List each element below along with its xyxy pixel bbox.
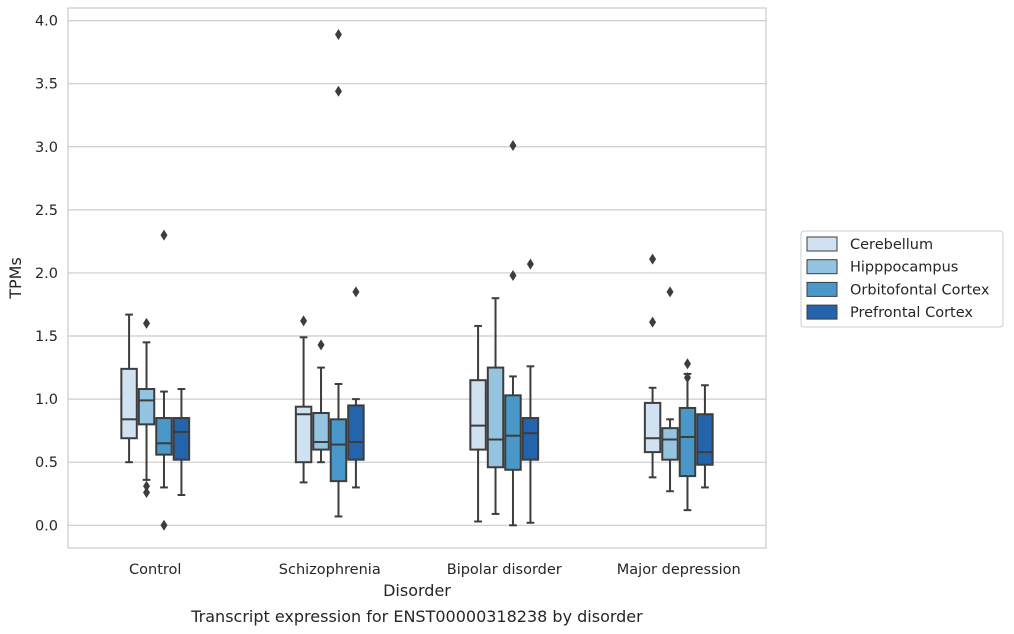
box-body (696, 413, 714, 466)
y-tick-label: 2.5 (35, 203, 58, 219)
legend-label: Cerebellum (850, 237, 933, 253)
y-axis-label: TPMs (6, 257, 25, 300)
box-body (294, 405, 313, 464)
y-tick-label: 0.5 (35, 455, 58, 471)
outlier-point (683, 372, 691, 384)
box (504, 140, 522, 527)
box-body (172, 417, 191, 461)
box (643, 253, 662, 479)
outlier-point (509, 269, 517, 281)
box-body (137, 388, 156, 426)
box (486, 297, 505, 515)
outlier-point (143, 486, 151, 498)
grid-lines (68, 20, 766, 526)
legend-swatch (806, 259, 838, 275)
outlier-point (317, 339, 325, 351)
y-tick-label: 2.0 (35, 266, 58, 282)
box (696, 384, 714, 489)
legend-label: Hipppocampus (850, 260, 958, 276)
box (155, 229, 173, 531)
box (661, 286, 679, 493)
box-body (155, 417, 173, 456)
outlier-point (526, 258, 534, 270)
legend-label: Prefrontal Cortex (850, 305, 973, 321)
outlier-point (143, 480, 151, 492)
plot-area (67, 7, 767, 549)
legend: Cerebellum Hipppocampus Orbitofontal Corte… (800, 230, 1004, 328)
x-tick-label: Schizophrenia (279, 562, 381, 578)
box-body (469, 379, 487, 451)
box-body (312, 412, 330, 451)
outlier-point (649, 253, 657, 265)
y-tick-label: 4.0 (35, 14, 58, 30)
legend-label: Orbitofontal Cortex (850, 282, 990, 298)
outlier-point (334, 28, 342, 40)
box-body (329, 418, 348, 483)
y-tick-labels: 0.0 0.5 1.0 1.5 2.0 2.5 3.0 3.5 4.0 (35, 14, 58, 535)
box-body (643, 401, 662, 454)
box (521, 258, 540, 524)
y-tick-label: 1.5 (35, 329, 58, 345)
legend-swatch (806, 304, 838, 320)
legend-swatch (806, 236, 838, 252)
outlier-point (352, 286, 360, 298)
x-tick-label: Major depression (617, 562, 741, 578)
y-tick-label: 3.5 (35, 77, 58, 93)
y-tick-label: 1.0 (35, 392, 58, 408)
box (329, 28, 348, 518)
outlier-point (160, 519, 168, 531)
box-body (120, 367, 138, 440)
box (678, 358, 697, 512)
x-tick-labels: Control Schizophrenia Bipolar disorder Majo… (129, 562, 741, 578)
legend-swatch (806, 281, 838, 297)
outlier-point (334, 85, 342, 97)
box-body (504, 394, 522, 471)
outlier-point (160, 229, 168, 241)
box (137, 317, 156, 498)
box (347, 286, 365, 489)
box-body (678, 406, 697, 478)
box (294, 315, 313, 484)
chart-caption: Transcript expression for ENST0000031823… (190, 607, 643, 626)
x-tick-label: Control (129, 562, 181, 578)
y-tick-label: 0.0 (35, 518, 58, 534)
outlier-point (683, 358, 691, 370)
box (469, 324, 487, 523)
box-body (347, 404, 365, 461)
outlier-point (509, 140, 517, 152)
box (120, 313, 138, 464)
outlier-point (649, 316, 657, 328)
box-series (120, 28, 714, 531)
box-body (661, 427, 679, 461)
outlier-point (666, 286, 674, 298)
x-tick-label: Bipolar disorder (447, 562, 562, 578)
x-axis-label: Disorder (383, 581, 451, 600)
legend-frame (800, 230, 1004, 328)
outlier-point (300, 315, 308, 327)
box-body (486, 366, 505, 469)
box-body (521, 417, 540, 461)
box (172, 388, 191, 497)
box (312, 339, 330, 464)
y-tick-label: 3.0 (35, 140, 58, 156)
outlier-point (143, 317, 151, 329)
